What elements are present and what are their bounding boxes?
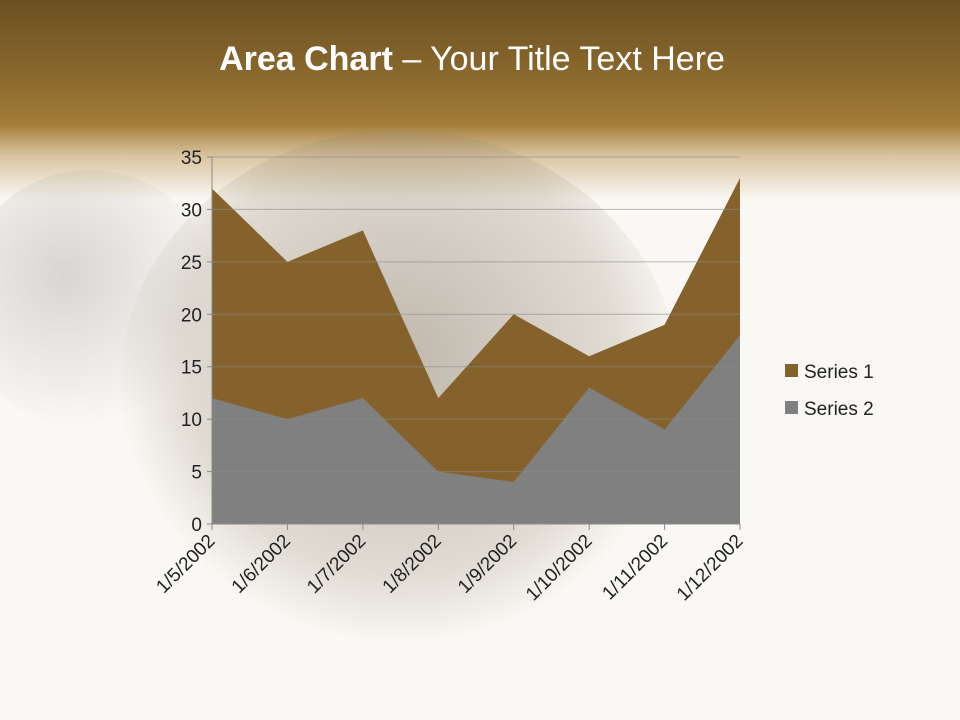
- y-tick-label: 15: [181, 358, 202, 379]
- legend-swatch: [785, 401, 798, 414]
- x-tick-label: 1/5/2002: [152, 531, 219, 598]
- x-tick-label: 1/9/2002: [454, 531, 521, 598]
- x-tick-label: 1/11/2002: [598, 531, 672, 605]
- legend-label: Series 1: [804, 362, 874, 383]
- y-tick-label: 5: [191, 463, 202, 484]
- x-tick-label: 1/10/2002: [522, 531, 597, 606]
- x-tick-label: 1/6/2002: [228, 531, 295, 598]
- y-tick-label: 25: [181, 253, 202, 274]
- y-tick-label: 30: [181, 200, 202, 221]
- header-band: [0, 0, 960, 200]
- x-tick-label: 1/7/2002: [303, 531, 370, 598]
- title-bold: Area Chart: [219, 40, 393, 78]
- x-tick-label: 1/8/2002: [379, 531, 446, 598]
- title-rest: – Your Title Text Here: [392, 40, 725, 78]
- x-tick-label: 1/12/2002: [673, 531, 748, 606]
- slide-title: Area Chart – Your Title Text Here: [0, 40, 944, 79]
- y-tick-label: 20: [181, 305, 202, 326]
- legend-swatch: [785, 364, 798, 377]
- legend-label: Series 2: [804, 399, 874, 420]
- area-series-2: [212, 335, 740, 524]
- y-tick-label: 0: [191, 515, 202, 536]
- y-tick-label: 35: [181, 148, 202, 169]
- background-wing: [0, 170, 220, 430]
- y-tick-label: 10: [181, 410, 202, 431]
